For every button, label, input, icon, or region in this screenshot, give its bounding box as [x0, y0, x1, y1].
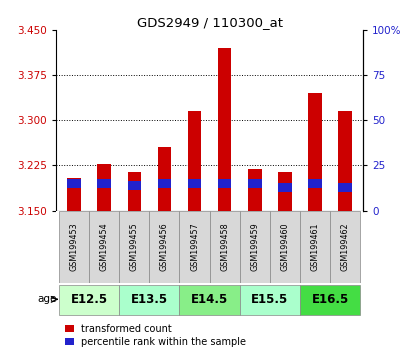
Text: E14.5: E14.5	[191, 293, 228, 306]
Text: E13.5: E13.5	[131, 293, 168, 306]
Bar	[188, 179, 201, 188]
Bar	[270, 211, 300, 283]
Bar	[119, 285, 179, 315]
Text: age: age	[37, 294, 56, 304]
Text: GSM199458: GSM199458	[220, 223, 229, 271]
Bar	[248, 169, 261, 211]
Bar	[98, 179, 111, 188]
Bar	[248, 179, 261, 188]
Bar	[89, 211, 119, 283]
Bar	[127, 181, 141, 190]
Text: E15.5: E15.5	[251, 293, 288, 306]
Bar	[210, 211, 240, 283]
Bar	[119, 211, 149, 283]
Bar	[278, 172, 292, 211]
Text: E16.5: E16.5	[311, 293, 349, 306]
Bar	[300, 285, 360, 315]
Bar	[330, 211, 360, 283]
Bar	[149, 211, 179, 283]
Bar	[240, 285, 300, 315]
Text: E12.5: E12.5	[71, 293, 108, 306]
Bar	[59, 211, 89, 283]
Text: GSM199460: GSM199460	[281, 223, 289, 271]
Bar	[278, 183, 292, 192]
Bar	[240, 211, 270, 283]
Bar	[308, 179, 322, 188]
Text: GSM199457: GSM199457	[190, 223, 199, 271]
Bar	[59, 285, 119, 315]
Text: GSM199461: GSM199461	[310, 223, 320, 271]
Bar	[67, 178, 81, 211]
Bar	[308, 93, 322, 211]
Text: GSM199459: GSM199459	[250, 223, 259, 271]
Bar	[158, 148, 171, 211]
Legend: transformed count, percentile rank within the sample: transformed count, percentile rank withi…	[61, 320, 250, 351]
Bar	[127, 172, 141, 211]
Bar	[338, 183, 352, 192]
Bar	[188, 112, 201, 211]
Bar	[218, 48, 232, 211]
Title: GDS2949 / 110300_at: GDS2949 / 110300_at	[137, 16, 283, 29]
Bar	[158, 179, 171, 188]
Text: GSM199454: GSM199454	[100, 223, 109, 271]
Bar	[179, 285, 240, 315]
Bar	[300, 211, 330, 283]
Bar	[338, 112, 352, 211]
Text: GSM199462: GSM199462	[341, 223, 349, 271]
Bar	[98, 164, 111, 211]
Text: GSM199456: GSM199456	[160, 223, 169, 271]
Bar	[67, 179, 81, 188]
Bar	[218, 179, 232, 188]
Text: GSM199453: GSM199453	[70, 223, 78, 271]
Text: GSM199455: GSM199455	[130, 223, 139, 271]
Bar	[179, 211, 210, 283]
